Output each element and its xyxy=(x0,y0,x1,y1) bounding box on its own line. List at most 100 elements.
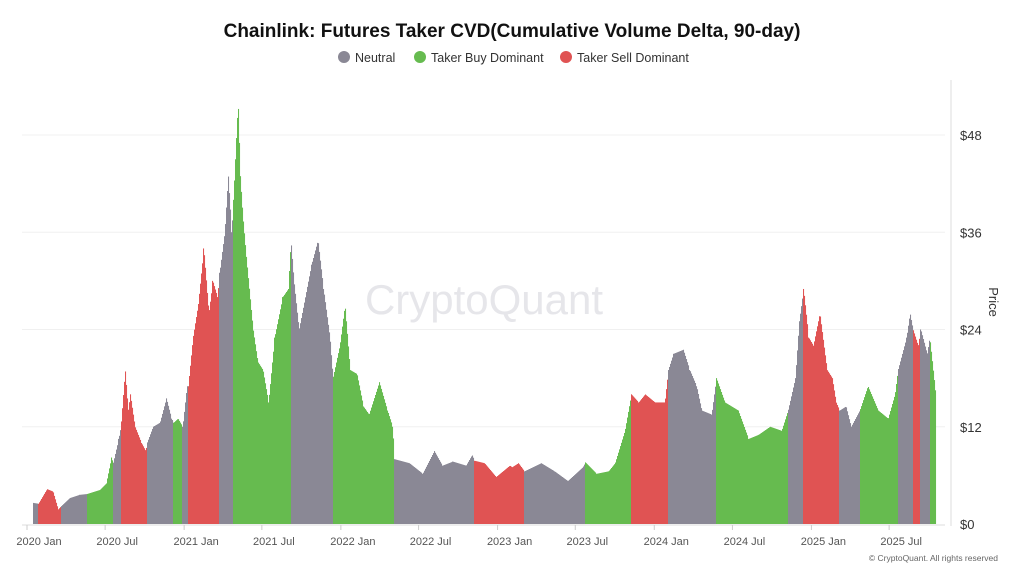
bar xyxy=(779,429,781,524)
bar xyxy=(365,409,367,524)
bar xyxy=(520,465,522,524)
bar xyxy=(618,452,620,524)
bar xyxy=(778,429,780,524)
bar xyxy=(505,469,507,524)
bar xyxy=(728,404,730,524)
bar xyxy=(449,462,451,524)
bar xyxy=(892,403,894,524)
bar xyxy=(137,432,139,524)
bar xyxy=(894,396,896,524)
bar xyxy=(388,412,390,524)
bar xyxy=(592,469,594,524)
bar xyxy=(75,496,77,524)
bar xyxy=(614,464,616,524)
bar xyxy=(796,365,798,524)
bar xyxy=(572,476,574,524)
bar xyxy=(611,467,613,524)
bar xyxy=(458,463,460,524)
bar xyxy=(82,494,84,524)
bar xyxy=(559,474,561,524)
bar xyxy=(97,490,99,524)
bar xyxy=(814,341,816,524)
bar xyxy=(144,448,146,524)
bar xyxy=(781,430,783,524)
bar xyxy=(249,288,251,524)
bar xyxy=(310,271,312,524)
bar xyxy=(631,394,633,524)
x-tick-label: 2022 Jan xyxy=(330,536,375,548)
bar xyxy=(142,444,144,524)
bar xyxy=(753,436,755,524)
bar xyxy=(570,478,572,524)
bar xyxy=(519,464,521,524)
bar xyxy=(262,368,264,524)
bar xyxy=(220,267,222,524)
bar xyxy=(487,466,489,524)
bar xyxy=(511,466,513,524)
bar xyxy=(493,473,495,524)
bar xyxy=(201,273,203,524)
bar xyxy=(807,324,809,524)
bar xyxy=(325,302,327,524)
bar xyxy=(156,424,158,524)
bar xyxy=(440,461,442,524)
bar xyxy=(35,503,37,524)
bar xyxy=(230,209,232,524)
bar xyxy=(59,508,61,524)
bar xyxy=(587,464,589,524)
bar xyxy=(817,326,819,524)
bar xyxy=(749,438,751,524)
legend-item[interactable]: Taker Sell Dominant xyxy=(560,51,689,65)
bar xyxy=(424,470,426,524)
bar xyxy=(847,411,849,524)
bar xyxy=(58,509,60,524)
y-tick-label: $48 xyxy=(960,128,982,143)
legend-label: Taker Buy Dominant xyxy=(431,51,544,65)
bar xyxy=(324,294,326,524)
bar xyxy=(644,395,646,524)
bar xyxy=(74,496,76,524)
bar xyxy=(764,430,766,524)
bar xyxy=(187,386,189,524)
bar xyxy=(385,402,387,524)
bar xyxy=(771,427,773,524)
bar xyxy=(422,473,424,524)
bar xyxy=(326,309,328,524)
bar xyxy=(343,318,345,524)
bar xyxy=(910,314,912,524)
bar xyxy=(442,465,444,524)
bar xyxy=(354,372,356,524)
bar xyxy=(304,302,306,524)
bar xyxy=(106,483,108,524)
bar xyxy=(317,242,319,524)
bar xyxy=(223,244,225,524)
bar xyxy=(173,422,175,524)
bar xyxy=(483,462,485,524)
bar xyxy=(377,388,379,524)
bar xyxy=(740,416,742,524)
bar xyxy=(521,467,523,524)
bar xyxy=(653,401,655,524)
bar xyxy=(600,473,602,524)
bar xyxy=(805,305,807,524)
bar xyxy=(157,424,159,524)
bar xyxy=(906,337,908,524)
bar xyxy=(638,402,640,524)
bar xyxy=(828,371,830,524)
bar xyxy=(916,339,918,524)
bar xyxy=(849,419,851,524)
bar xyxy=(154,426,156,524)
bar xyxy=(353,371,355,524)
bar xyxy=(523,469,525,524)
legend-item[interactable]: Neutral xyxy=(338,51,395,65)
bar xyxy=(731,406,733,524)
bar xyxy=(900,361,902,524)
bar xyxy=(871,394,873,524)
bar xyxy=(913,330,915,524)
legend-item[interactable]: Taker Buy Dominant xyxy=(414,51,544,65)
bar xyxy=(861,406,863,524)
bar xyxy=(471,456,473,524)
y-tick-label: $12 xyxy=(960,420,982,435)
bar xyxy=(130,394,132,524)
bar xyxy=(111,457,113,524)
